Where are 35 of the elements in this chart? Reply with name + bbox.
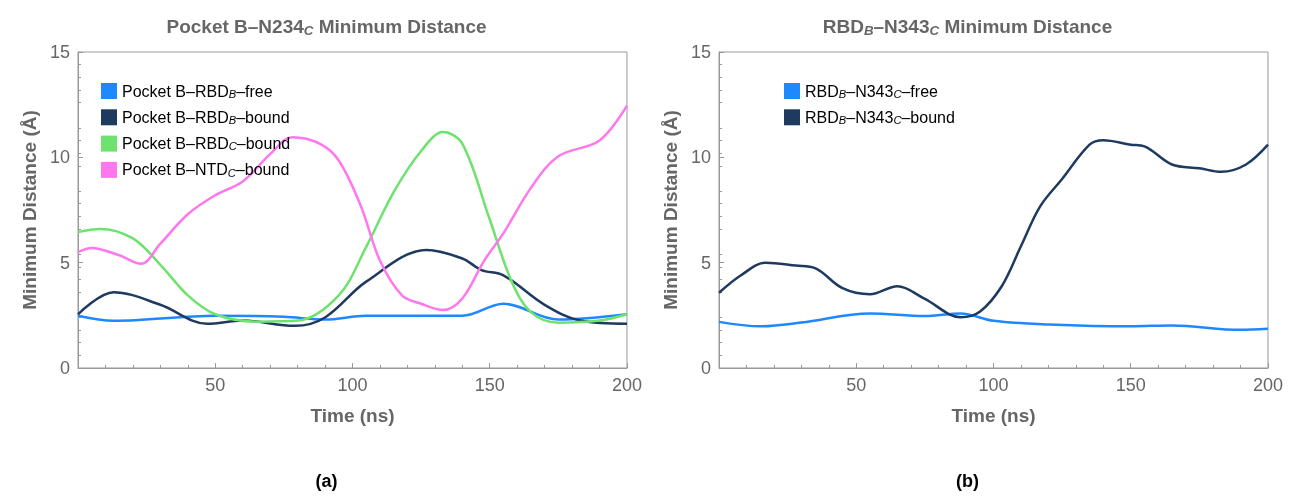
y-tick-label: 10 [49,147,70,168]
legend-label: Pocket B–NTDC–bound [122,161,290,179]
line-series [76,248,629,328]
legend-label: Pocket B–RBDB–free [122,82,273,100]
legend-label: RBDB–N343C–free [805,82,939,100]
x-axis-title: Time (ns) [951,405,1036,426]
y-tick-label: 0 [59,358,70,378]
line-series [76,104,629,312]
y-tick-label: 15 [690,42,711,62]
chart-title: RBDB–N343C Minimum Distance [822,16,1113,38]
y-tick-label: 0 [700,358,711,378]
x-tick-label: 50 [846,375,867,395]
legend-label: Pocket B–RBDC–bound [122,135,291,153]
line-series [76,130,629,324]
legend-label: Pocket B–RBDB–bound [122,108,290,127]
y-tick-label: 5 [59,252,70,273]
x-tick-label: 150 [474,375,505,395]
x-tick-label: 100 [978,375,1009,395]
x-axis-title: Time (ns) [310,405,395,426]
line-series [717,139,1270,319]
x-tick-label: 200 [1252,375,1284,395]
chart-title: Pocket B–N234C Minimum Distance [166,16,487,38]
y-axis-title: Minimum Distance (Å) [19,110,41,310]
text: (b) [956,471,979,491]
y-tick-label: 10 [690,147,711,168]
legend-label: RBDB–N343C–bound [805,108,955,127]
x-tick-label: 150 [1115,375,1146,395]
y-axis-title: Minimum Distance (Å) [660,110,682,310]
line-series [717,312,1270,332]
x-tick-label: 50 [205,375,226,395]
text: (a) [315,471,338,491]
y-tick-label: 5 [700,252,711,273]
x-tick-label: 200 [611,375,643,395]
y-tick-label: 15 [49,42,70,62]
x-tick-label: 100 [337,375,368,395]
